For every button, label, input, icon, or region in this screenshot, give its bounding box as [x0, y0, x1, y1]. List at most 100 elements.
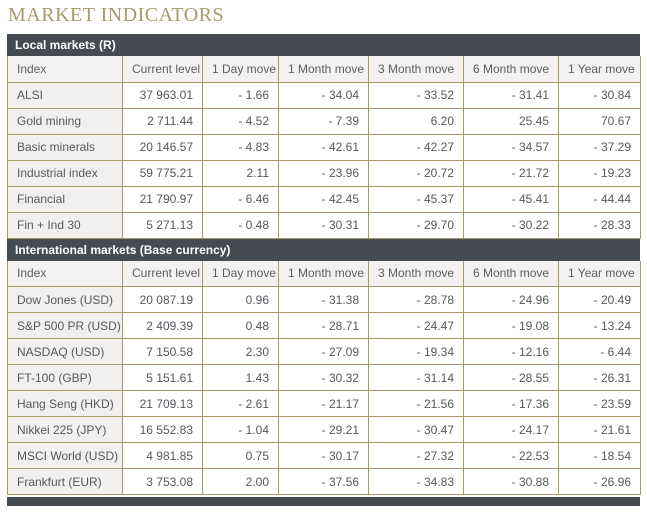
- value-cell: - 13.24: [558, 312, 641, 339]
- value-cell: - 24.17: [463, 416, 559, 443]
- value-cell: - 20.49: [558, 286, 641, 313]
- value-cell: 59 775.21: [122, 159, 203, 187]
- value-cell: - 21.72: [463, 159, 559, 187]
- value-cell: - 24.96: [463, 286, 559, 313]
- index-name-cell: Dow Jones (USD): [7, 286, 123, 313]
- value-cell: - 26.96: [558, 468, 641, 495]
- value-cell: - 30.22: [463, 211, 559, 239]
- column-header: 3 Month move: [368, 56, 464, 83]
- column-header: Current level: [122, 56, 203, 83]
- value-cell: - 1.66: [202, 81, 279, 109]
- value-cell: 7 150.58: [122, 338, 203, 365]
- value-cell: 21 709.13: [122, 390, 203, 417]
- value-cell: - 21.61: [558, 416, 641, 443]
- value-cell: - 34.57: [463, 133, 559, 161]
- value-cell: - 37.56: [278, 468, 369, 495]
- value-cell: - 42.27: [368, 133, 464, 161]
- value-cell: 0.96: [202, 286, 279, 313]
- value-cell: 37 963.01: [122, 81, 203, 109]
- column-header: Current level: [122, 260, 203, 287]
- table-row: Nikkei 225 (JPY) 16 552.83- 1.04- 29.21- …: [7, 416, 641, 443]
- table-row: Basic minerals 20 146.57- 4.83- 42.61- 42…: [7, 133, 641, 161]
- value-cell: - 27.09: [278, 338, 369, 365]
- value-cell: - 19.23: [558, 159, 641, 187]
- value-cell: - 45.41: [463, 185, 559, 213]
- value-cell: - 28.71: [278, 312, 369, 339]
- value-cell: 2.30: [202, 338, 279, 365]
- value-cell: - 4.52: [202, 107, 279, 135]
- value-cell: - 27.32: [368, 442, 464, 469]
- value-cell: - 23.59: [558, 390, 641, 417]
- column-header: 1 Day move: [202, 56, 279, 83]
- value-cell: 21 790.97: [122, 185, 203, 213]
- value-cell: - 21.17: [278, 390, 369, 417]
- table-row: Gold mining 2 711.44- 4.52- 7.39 6.20 25.45…: [7, 107, 641, 135]
- value-cell: - 21.56: [368, 390, 464, 417]
- value-cell: - 23.96: [278, 159, 369, 187]
- value-cell: - 19.08: [463, 312, 559, 339]
- value-cell: 20 146.57: [122, 133, 203, 161]
- value-cell: 6.20: [368, 107, 464, 135]
- index-name-cell: Financial: [7, 185, 123, 213]
- value-cell: - 6.44: [558, 338, 641, 365]
- value-cell: - 19.34: [368, 338, 464, 365]
- value-cell: - 29.70: [368, 211, 464, 239]
- value-cell: - 34.04: [278, 81, 369, 109]
- column-header-row: Index Current level 1 Day move 1 Month move…: [7, 260, 641, 287]
- column-header: 1 Year move: [558, 56, 641, 83]
- column-header: Index: [7, 56, 123, 83]
- value-cell: 0.48: [202, 312, 279, 339]
- value-cell: - 12.16: [463, 338, 559, 365]
- value-cell: - 30.84: [558, 81, 641, 109]
- index-name-cell: ALSI: [7, 81, 123, 109]
- value-cell: 20 087.19: [122, 286, 203, 313]
- value-cell: - 28.78: [368, 286, 464, 313]
- value-cell: - 7.39: [278, 107, 369, 135]
- table-row: ALSI 37 963.01- 1.66- 34.04- 33.52- 31.41…: [7, 81, 641, 109]
- value-cell: - 42.61: [278, 133, 369, 161]
- value-cell: - 42.45: [278, 185, 369, 213]
- table-row: MSCI World (USD) 4 981.85 0.75- 30.17- 27.…: [7, 442, 641, 469]
- index-name-cell: Fin + Ind 30: [7, 211, 123, 239]
- value-cell: - 22.53: [463, 442, 559, 469]
- value-cell: - 20.72: [368, 159, 464, 187]
- value-cell: - 34.83: [368, 468, 464, 495]
- table-row: Hang Seng (HKD) 21 709.13- 2.61- 21.17- 2…: [7, 390, 641, 417]
- markets-table: Index Current level 1 Day move 1 Month move…: [7, 260, 641, 495]
- index-name-cell: S&P 500 PR (USD): [7, 312, 123, 339]
- column-header: 6 Month move: [463, 260, 559, 287]
- page-title: MARKET INDICATORS: [8, 4, 225, 26]
- value-cell: 3 753.08: [122, 468, 203, 495]
- value-cell: - 31.38: [278, 286, 369, 313]
- value-cell: - 37.29: [558, 133, 641, 161]
- value-cell: - 2.61: [202, 390, 279, 417]
- value-cell: 2 409.39: [122, 312, 203, 339]
- table-row: Fin + Ind 30 5 271.13- 0.48- 30.31- 29.70…: [7, 211, 641, 239]
- index-name-cell: NASDAQ (USD): [7, 338, 123, 365]
- column-header: 1 Month move: [278, 56, 369, 83]
- section-header: Local markets (R): [7, 34, 640, 56]
- table-row: FT-100 (GBP) 5 151.61 1.43- 30.32- 31.14- …: [7, 364, 641, 391]
- column-header: 1 Year move: [558, 260, 641, 287]
- table-row: Dow Jones (USD) 20 087.19 0.96- 31.38- 28.…: [7, 286, 641, 313]
- value-cell: 2 711.44: [122, 107, 203, 135]
- index-name-cell: MSCI World (USD): [7, 442, 123, 469]
- value-cell: - 44.44: [558, 185, 641, 213]
- value-cell: 25.45: [463, 107, 559, 135]
- index-name-cell: FT-100 (GBP): [7, 364, 123, 391]
- value-cell: - 24.47: [368, 312, 464, 339]
- index-name-cell: Frankfurt (EUR): [7, 468, 123, 495]
- index-name-cell: Hang Seng (HKD): [7, 390, 123, 417]
- value-cell: 5 151.61: [122, 364, 203, 391]
- index-name-cell: Basic minerals: [7, 133, 123, 161]
- column-header: 1 Month move: [278, 260, 369, 287]
- table-row: Frankfurt (EUR) 3 753.08 2.00- 37.56- 34.8…: [7, 468, 641, 495]
- value-cell: 0.75: [202, 442, 279, 469]
- column-header: 3 Month move: [368, 260, 464, 287]
- value-cell: - 30.31: [278, 211, 369, 239]
- table-footer-bar: [7, 497, 640, 506]
- table-row: NASDAQ (USD) 7 150.58 2.30- 27.09- 19.34- …: [7, 338, 641, 365]
- value-cell: - 26.31: [558, 364, 641, 391]
- value-cell: 70.67: [558, 107, 641, 135]
- value-cell: - 1.04: [202, 416, 279, 443]
